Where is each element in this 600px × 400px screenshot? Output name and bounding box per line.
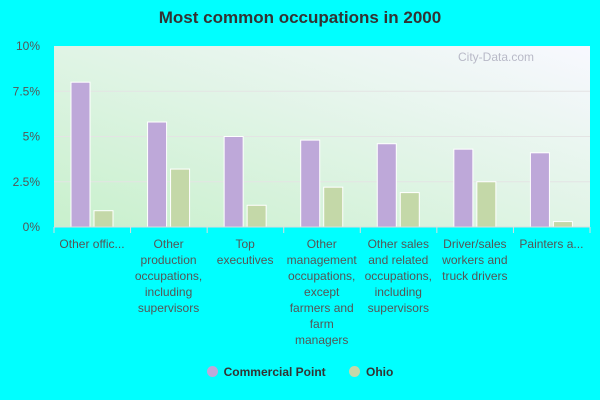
bar-commercial-point[interactable]: [147, 121, 168, 228]
x-tick-label: Top executives: [216, 237, 274, 267]
legend-label: Commercial Point: [223, 365, 326, 379]
y-tick-label: 2.5%: [13, 175, 41, 189]
y-tick-label: 5%: [23, 130, 41, 144]
legend: Commercial Point Ohio: [0, 365, 600, 379]
bar-commercial-point[interactable]: [300, 139, 321, 228]
legend-item-ohio: Ohio: [349, 365, 393, 379]
bar-ohio[interactable]: [476, 181, 497, 228]
legend-label: Ohio: [366, 365, 394, 379]
watermark: City-Data.com: [458, 50, 535, 64]
bar-commercial-point[interactable]: [529, 152, 550, 228]
y-tick-label: 7.5%: [13, 84, 41, 98]
legend-swatch: [206, 366, 218, 377]
bar-ohio[interactable]: [399, 192, 420, 228]
bar-commercial-point[interactable]: [376, 143, 397, 228]
bar-ohio[interactable]: [246, 204, 267, 228]
legend-swatch: [349, 366, 361, 377]
chart-title: Most common occupations in 2000: [158, 8, 442, 27]
bar-ohio[interactable]: [93, 210, 114, 228]
bar-ohio[interactable]: [552, 221, 573, 228]
x-tick-label: Other production occupations, including …: [134, 237, 203, 315]
bar-commercial-point[interactable]: [453, 148, 474, 228]
x-tick-label: Other offic...: [59, 237, 125, 251]
bar-ohio[interactable]: [170, 168, 191, 228]
x-tick-label: Other sales and related occupations, inc…: [364, 237, 432, 315]
x-tick-label: Other management occupations, except far…: [286, 237, 357, 347]
bar-commercial-point[interactable]: [70, 81, 91, 228]
bar-ohio[interactable]: [323, 186, 344, 228]
x-tick-label: Driver/sales workers and truck drivers: [442, 237, 508, 283]
legend-item-commercial-point: Commercial Point: [206, 365, 326, 379]
y-tick-label: 10%: [16, 39, 40, 53]
bar-commercial-point[interactable]: [223, 136, 244, 228]
y-tick-label: 0%: [23, 220, 41, 234]
x-tick-label: Painters a...: [519, 237, 584, 251]
